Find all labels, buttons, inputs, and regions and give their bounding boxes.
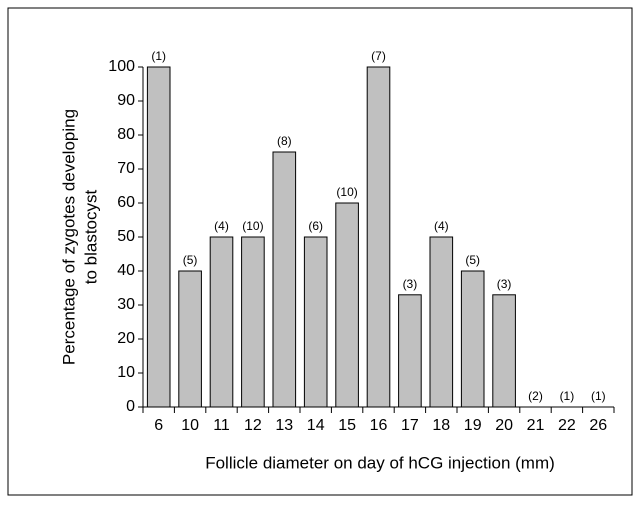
annotation: (10)	[336, 185, 357, 199]
bar	[209, 236, 234, 408]
bar	[398, 294, 422, 408]
annotation: (2)	[528, 389, 543, 403]
y-axis-label: to blastocyst	[81, 189, 100, 284]
bar	[178, 270, 202, 408]
x-axis-label: Follicle diameter on day of hCG injectio…	[205, 453, 555, 472]
y-tick-label: 30	[117, 296, 135, 313]
x-tick-label: 19	[464, 417, 482, 434]
x-tick-label: 6	[154, 417, 163, 434]
annotation: (3)	[403, 277, 418, 291]
x-tick-label: 14	[307, 417, 325, 434]
annotation: (5)	[465, 253, 480, 267]
bar	[335, 202, 359, 408]
y-tick-label: 50	[117, 228, 135, 245]
bar	[146, 66, 171, 408]
bar	[241, 236, 265, 408]
bar	[460, 270, 485, 408]
y-tick-label: 80	[117, 126, 135, 143]
y-tick-label: 70	[117, 160, 135, 177]
x-tick-label: 22	[558, 417, 576, 434]
y-tick-label: 90	[117, 92, 135, 109]
x-tick-label: 20	[495, 417, 513, 434]
x-tick-label: 17	[401, 417, 419, 434]
bar	[272, 151, 297, 408]
annotation: (10)	[242, 219, 263, 233]
y-tick-label: 100	[108, 58, 135, 75]
y-axis-label: Percentage of zygotes developing	[59, 109, 78, 365]
x-tick-label: 13	[275, 417, 293, 434]
y-tick-label: 20	[117, 330, 135, 347]
frame	[7, 7, 633, 496]
y-tick-label: 40	[117, 262, 135, 279]
x-tick-label: 18	[432, 417, 450, 434]
bar	[492, 294, 516, 408]
y-tick-label: 10	[117, 364, 135, 381]
annotation: (6)	[308, 219, 323, 233]
x-tick-label: 26	[589, 417, 607, 434]
annotation: (1)	[591, 389, 606, 403]
x-tick-label: 21	[527, 417, 545, 434]
x-tick-label: 16	[370, 417, 388, 434]
annotation: (1)	[560, 389, 575, 403]
annotation: (7)	[371, 49, 386, 63]
y-tick-label: 60	[117, 194, 135, 211]
x-tick-label: 15	[338, 417, 356, 434]
annotation: (5)	[183, 253, 198, 267]
bar	[429, 236, 454, 408]
y-tick-label: 0	[126, 398, 135, 415]
x-tick-label: 11	[213, 417, 230, 434]
annotation: (3)	[497, 277, 512, 291]
annotation: (4)	[434, 219, 449, 233]
bar	[303, 236, 328, 408]
annotation: (1)	[151, 49, 166, 63]
annotation: (8)	[277, 134, 292, 148]
x-tick-label: 12	[244, 417, 262, 434]
bar	[366, 66, 391, 408]
x-tick-label: 10	[181, 417, 199, 434]
annotation: (4)	[214, 219, 229, 233]
